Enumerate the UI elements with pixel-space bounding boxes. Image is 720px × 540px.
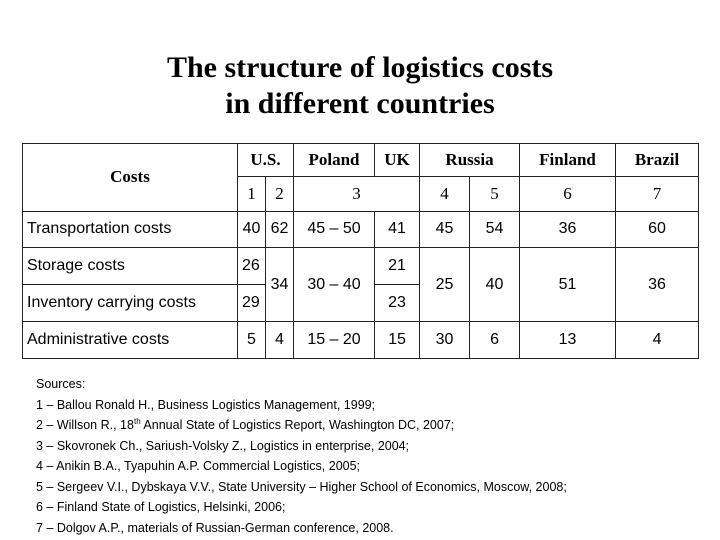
table-cell: 60 bbox=[615, 210, 700, 249]
table-row-administrative: Administrative costs 5 4 15 – 20 15 30 6… bbox=[22, 321, 700, 359]
table-cell: 40 bbox=[237, 210, 266, 249]
table-cell-merged: 34 bbox=[264, 247, 295, 323]
table-header-row-countries: Costs U.S. Poland UK Russia Finland Braz… bbox=[22, 143, 700, 212]
source-item: 5 – Sergeev V.I., Dybskaya V.V., State U… bbox=[36, 479, 567, 494]
country-header-russia: Russia bbox=[419, 143, 521, 177]
source-number: 5 bbox=[469, 175, 521, 212]
source-number: 1 bbox=[237, 175, 266, 212]
row-label: Storage costs bbox=[22, 247, 238, 286]
table-header-row-sources: 1 2 3 4 5 6 7 bbox=[23, 175, 700, 212]
source-number: 3 bbox=[293, 175, 421, 212]
table-cell: 21 bbox=[374, 247, 421, 286]
source-item: 4 – Anikin B.A., Tyapuhin A.P. Commercia… bbox=[36, 459, 361, 473]
row-label: Administrative costs bbox=[22, 321, 238, 359]
slide-title: The structure of logistics costs in diff… bbox=[0, 50, 720, 122]
table-cell-merged: 40 bbox=[469, 247, 521, 323]
table-cell: 62 bbox=[264, 210, 295, 249]
table-cell-merged: 36 bbox=[615, 247, 700, 323]
source-text: Annual State of Logistics Report, Washin… bbox=[140, 418, 455, 432]
logistics-costs-table: Costs U.S. Poland UK Russia Finland Braz… bbox=[22, 143, 700, 359]
source-item: 7 – Dolgov A.P., materials of Russian-Ge… bbox=[36, 520, 394, 535]
source-number: 2 bbox=[264, 175, 295, 212]
table-cell: 29 bbox=[237, 284, 266, 323]
sources-heading: Sources: bbox=[36, 377, 86, 391]
table-cell: 23 bbox=[374, 284, 421, 323]
country-header-us: U.S. bbox=[236, 143, 295, 177]
country-header-uk: UK bbox=[374, 143, 421, 177]
table-cell: 36 bbox=[519, 210, 617, 249]
table-cell-merged: 25 bbox=[419, 247, 471, 323]
table-cell: 45 – 50 bbox=[293, 210, 376, 249]
table-cell: 15 – 20 bbox=[293, 321, 376, 359]
source-item: 1 – Ballou Ronald H., Business Logistics… bbox=[36, 397, 376, 412]
title-line-2: in different countries bbox=[225, 87, 495, 120]
source-text: 2 – Willson R., 18 bbox=[36, 418, 134, 432]
source-number: 7 bbox=[615, 175, 700, 212]
source-item: 3 – Skovronek Ch., Sariush-Volsky Z., Lo… bbox=[36, 438, 410, 453]
country-header-poland: Poland bbox=[293, 143, 376, 177]
source-number: 4 bbox=[419, 175, 471, 212]
source-number: 6 bbox=[519, 175, 617, 212]
costs-header: Costs bbox=[22, 143, 238, 212]
table-cell: 54 bbox=[469, 210, 521, 249]
table-cell: 41 bbox=[374, 210, 421, 249]
table-cell: 13 bbox=[519, 321, 617, 359]
country-header-finland: Finland bbox=[519, 143, 617, 177]
source-item: 2 – Willson R., 18th Annual State of Log… bbox=[36, 415, 696, 436]
superscript: th bbox=[133, 416, 141, 426]
row-label: Transportation costs bbox=[22, 210, 238, 249]
table-cell: 15 bbox=[374, 321, 421, 359]
table-cell: 26 bbox=[237, 247, 266, 286]
source-item: 6 – Finland State of Logistics, Helsinki… bbox=[36, 500, 286, 514]
table-cell: 45 bbox=[419, 210, 471, 249]
table-cell-merged: 30 – 40 bbox=[293, 247, 376, 323]
table-row-transportation: Transportation costs 40 62 45 – 50 41 45… bbox=[22, 210, 700, 249]
table-row-storage: Storage costs 26 34 30 – 40 21 25 40 51 … bbox=[22, 247, 700, 323]
country-header-brazil: Brazil bbox=[615, 143, 700, 177]
table-cell: 5 bbox=[237, 321, 266, 359]
table-cell: 30 bbox=[419, 321, 471, 359]
title-line-1: The structure of logistics costs bbox=[166, 51, 554, 84]
row-label: Inventory carrying costs bbox=[22, 284, 238, 323]
sources-list: Sources: 1 – Ballou Ronald H., Business … bbox=[36, 374, 696, 538]
table-cell: 6 bbox=[469, 321, 521, 359]
table-cell: 4 bbox=[615, 321, 700, 359]
table-cell: 4 bbox=[264, 321, 295, 359]
table-cell-merged: 51 bbox=[519, 247, 617, 323]
